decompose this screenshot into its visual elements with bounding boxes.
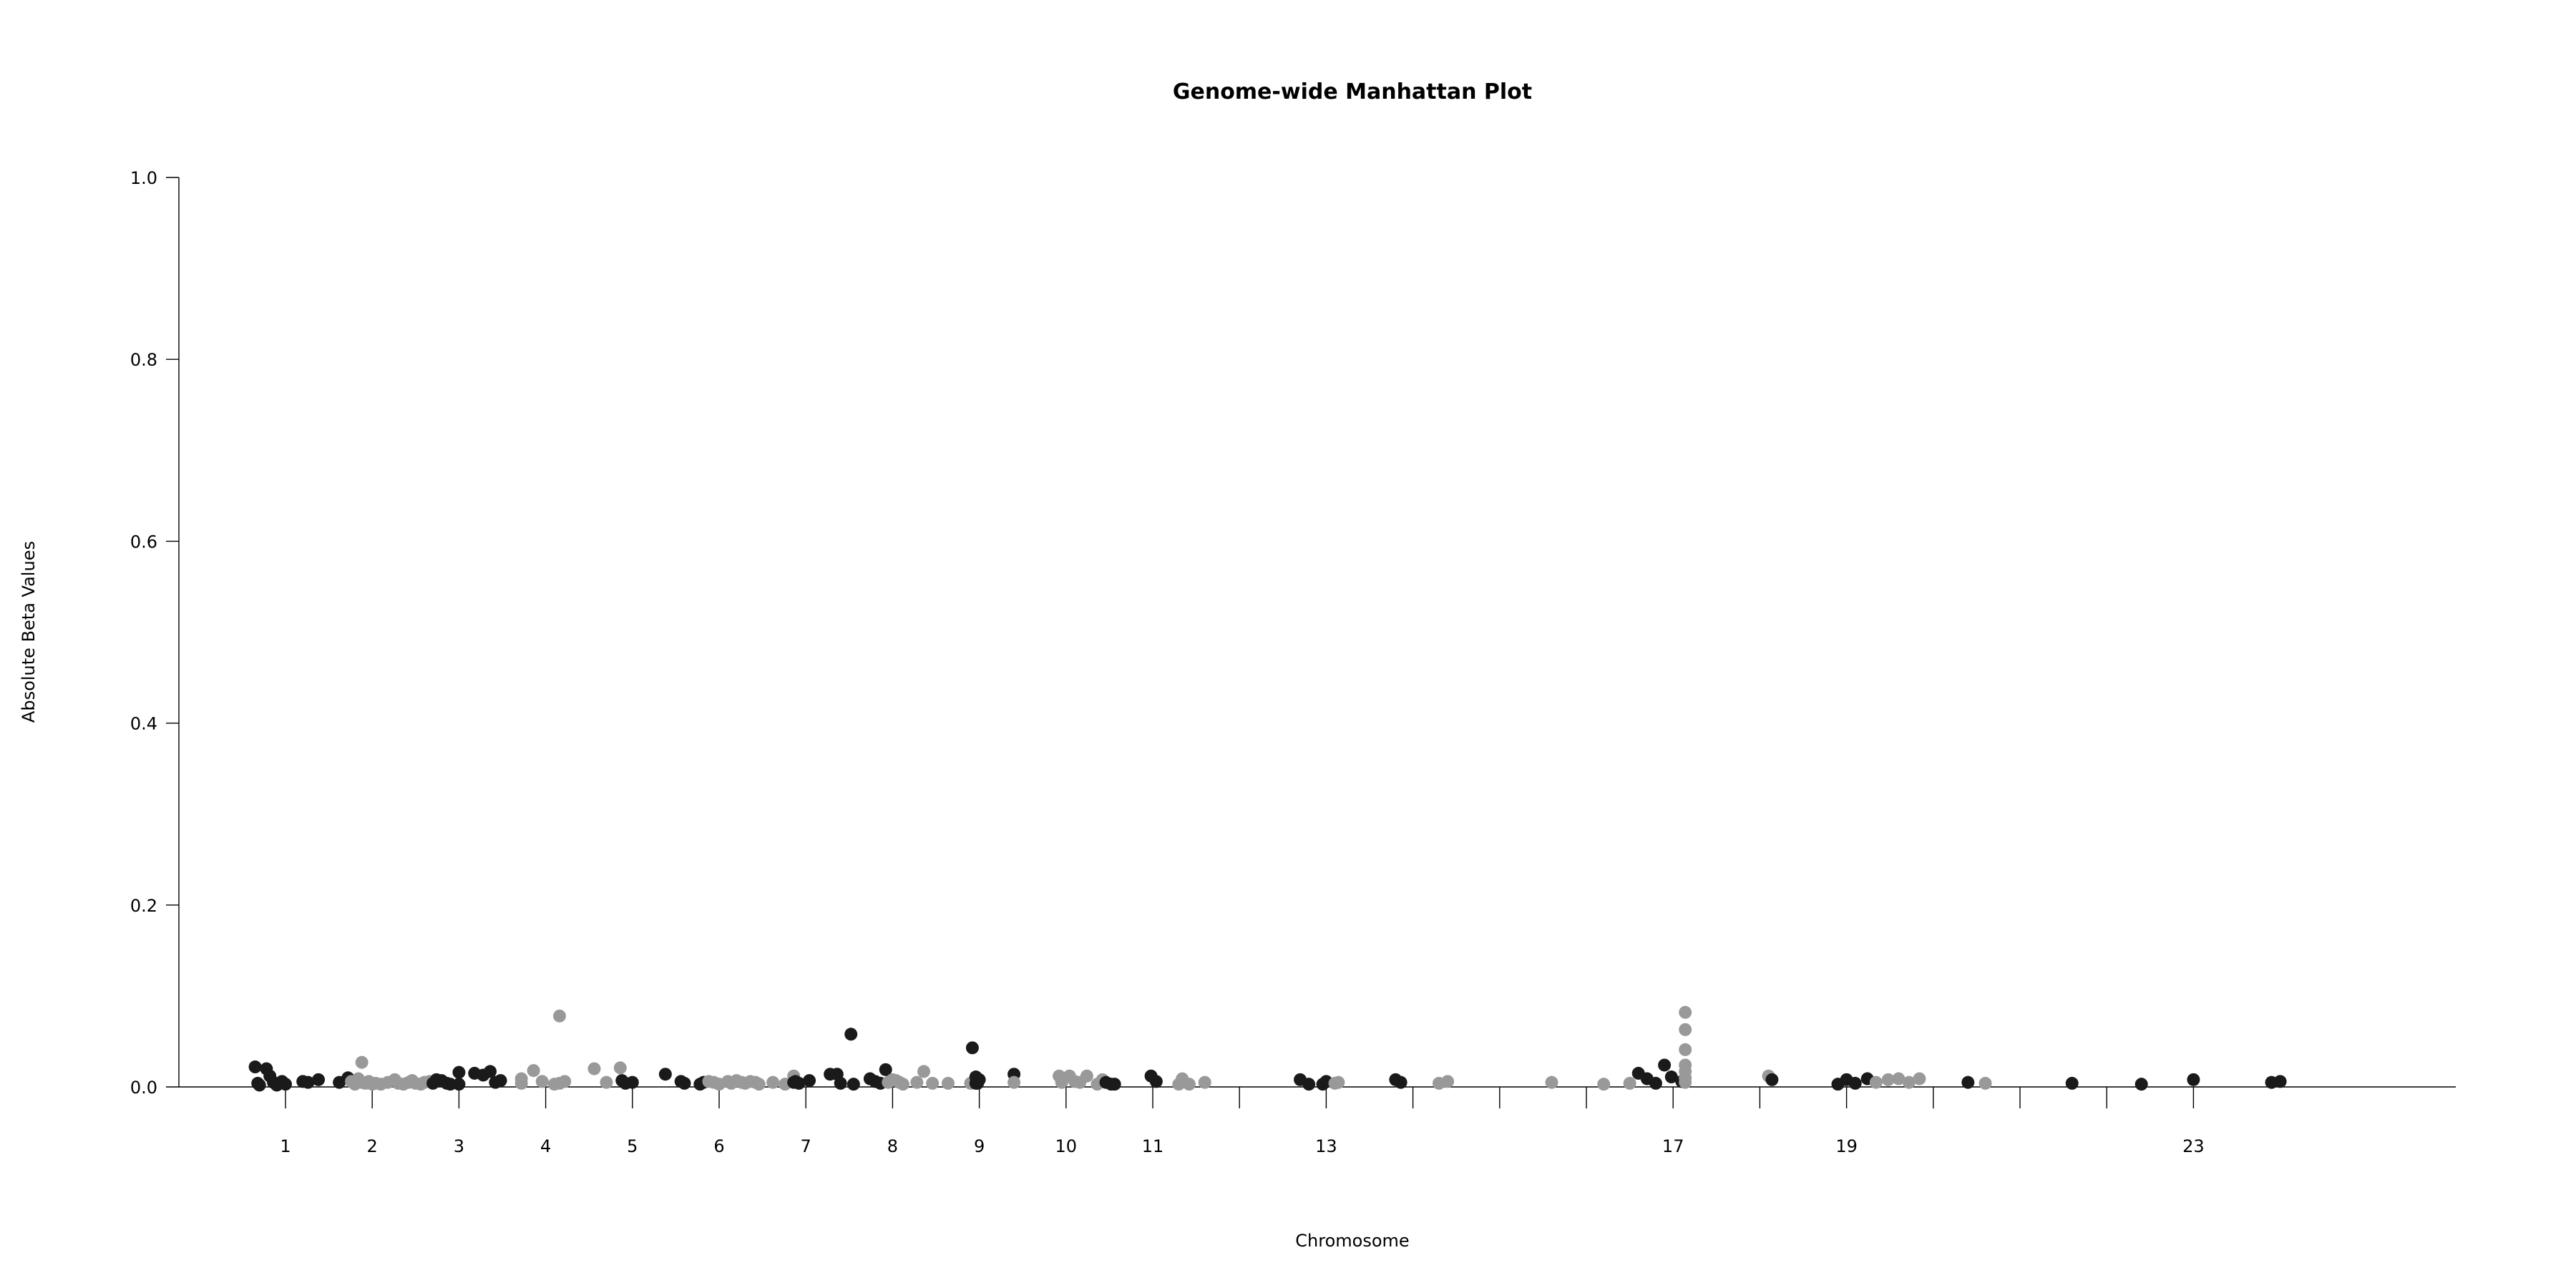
y-axis-label: Absolute Beta Values bbox=[19, 541, 39, 723]
data-point bbox=[1848, 1076, 1862, 1090]
x-tick-label: 4 bbox=[540, 1136, 551, 1156]
data-point bbox=[1545, 1075, 1558, 1089]
data-point bbox=[301, 1075, 315, 1089]
data-point bbox=[312, 1073, 326, 1086]
x-axis-label: Chromosome bbox=[1295, 1231, 1409, 1251]
data-point bbox=[1597, 1078, 1611, 1091]
data-point bbox=[1765, 1073, 1779, 1086]
chart-title: Genome-wide Manhattan Plot bbox=[1173, 79, 1532, 104]
data-point bbox=[1679, 1023, 1692, 1036]
data-point bbox=[971, 1076, 985, 1090]
data-point bbox=[587, 1062, 601, 1075]
x-tick-label: 9 bbox=[974, 1136, 985, 1156]
data-point bbox=[558, 1075, 572, 1088]
data-point bbox=[1679, 1075, 1692, 1089]
data-point bbox=[1892, 1072, 1906, 1085]
data-point bbox=[613, 1061, 627, 1075]
data-point bbox=[552, 1009, 566, 1023]
x-tick-label: 2 bbox=[367, 1136, 378, 1156]
data-point bbox=[847, 1078, 860, 1091]
data-point bbox=[514, 1076, 528, 1090]
data-point bbox=[2187, 1073, 2200, 1086]
x-ticks: 1 2 3 4 5 6 7 8 9 10 11 13 17 19 23 bbox=[280, 1087, 2205, 1156]
data-point bbox=[2273, 1075, 2287, 1088]
x-tick-label: 6 bbox=[713, 1136, 724, 1156]
y-tick-label: 0.6 bbox=[130, 532, 157, 552]
x-tick-label: 19 bbox=[1835, 1136, 1858, 1156]
data-point bbox=[484, 1065, 497, 1078]
data-point bbox=[1394, 1075, 1407, 1089]
data-point bbox=[1182, 1078, 1196, 1091]
data-point bbox=[1902, 1075, 1916, 1089]
data-point bbox=[355, 1055, 369, 1069]
data-point bbox=[879, 1063, 892, 1076]
data-point bbox=[452, 1065, 466, 1079]
x-tick-label: 1 bbox=[280, 1136, 291, 1156]
data-point bbox=[1441, 1075, 1455, 1088]
data-point bbox=[2065, 1076, 2079, 1090]
y-tick-label: 0.4 bbox=[130, 714, 157, 734]
x-tick-label: 23 bbox=[2182, 1136, 2205, 1156]
data-point bbox=[1149, 1075, 1163, 1088]
data-point bbox=[1979, 1076, 1992, 1090]
data-point bbox=[1649, 1076, 1662, 1090]
x-tick-label: 10 bbox=[1055, 1136, 1078, 1156]
data-point bbox=[625, 1075, 639, 1089]
x-tick-label: 8 bbox=[887, 1136, 898, 1156]
x-tick-label: 5 bbox=[627, 1136, 638, 1156]
data-point bbox=[1869, 1075, 1883, 1089]
data-point bbox=[253, 1078, 266, 1092]
x-tick-label: 3 bbox=[454, 1136, 464, 1156]
data-point bbox=[803, 1074, 816, 1088]
data-point bbox=[766, 1075, 780, 1089]
data-point bbox=[527, 1064, 540, 1078]
data-point bbox=[452, 1078, 466, 1091]
data-point bbox=[1658, 1058, 1672, 1072]
data-point bbox=[1302, 1078, 1316, 1091]
data-point bbox=[1679, 1005, 1692, 1019]
data-point bbox=[917, 1065, 931, 1078]
y-tick-label: 0.8 bbox=[130, 350, 157, 370]
data-point bbox=[494, 1074, 507, 1088]
y-ticks: 0.0 0.2 0.4 0.6 0.8 1.0 bbox=[130, 168, 179, 1098]
data-point bbox=[896, 1078, 909, 1091]
data-point bbox=[1881, 1073, 1895, 1086]
data-point bbox=[535, 1075, 549, 1088]
y-tick-label: 0.2 bbox=[130, 896, 157, 916]
data-point bbox=[1108, 1078, 1121, 1091]
data-point bbox=[248, 1060, 262, 1074]
x-tick-label: 11 bbox=[1142, 1136, 1164, 1156]
data-point bbox=[1198, 1075, 1211, 1089]
data-point bbox=[600, 1075, 613, 1089]
data-point bbox=[1332, 1075, 1345, 1089]
data-point bbox=[1913, 1072, 1926, 1085]
data-point bbox=[752, 1078, 766, 1091]
data-point bbox=[279, 1078, 292, 1091]
x-tick-label: 17 bbox=[1662, 1136, 1684, 1156]
data-point bbox=[926, 1076, 940, 1090]
data-point bbox=[965, 1041, 979, 1055]
x-tick-label: 7 bbox=[801, 1136, 811, 1156]
data-point bbox=[787, 1075, 801, 1089]
data-point bbox=[1961, 1075, 1975, 1089]
data-points bbox=[248, 1005, 2287, 1092]
data-point bbox=[1008, 1075, 1021, 1089]
data-point bbox=[658, 1068, 672, 1081]
x-tick-label: 13 bbox=[1315, 1136, 1337, 1156]
data-point bbox=[941, 1076, 955, 1090]
data-point bbox=[678, 1076, 691, 1090]
y-tick-label: 1.0 bbox=[130, 168, 157, 188]
data-point bbox=[2135, 1078, 2148, 1091]
data-point bbox=[1679, 1043, 1692, 1056]
data-point bbox=[1664, 1070, 1678, 1084]
y-tick-label: 0.0 bbox=[130, 1078, 157, 1098]
data-point bbox=[1080, 1069, 1093, 1083]
data-point bbox=[1623, 1076, 1636, 1090]
data-point bbox=[910, 1075, 924, 1089]
data-point bbox=[834, 1076, 847, 1090]
data-point bbox=[844, 1028, 858, 1041]
